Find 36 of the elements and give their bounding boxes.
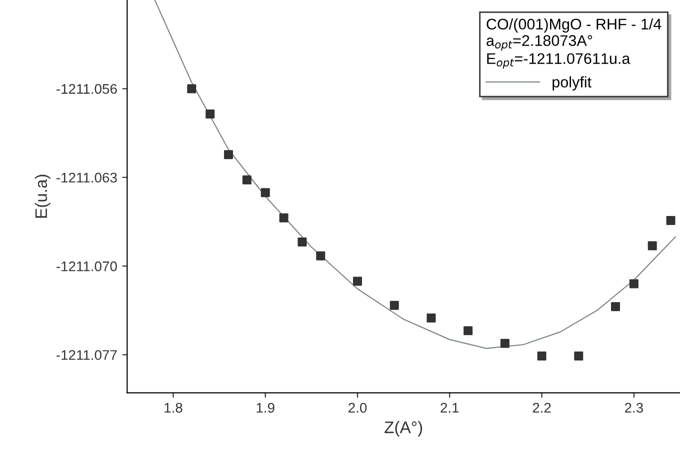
point (242, 175, 252, 184)
x-tick-label: 1.9 (256, 402, 274, 413)
y-tick-label: -1211.070 (56, 261, 117, 272)
y-axis-title: E(u.a) (34, 174, 50, 218)
point (353, 276, 362, 286)
y-tick-label: -1211.063 (56, 172, 117, 183)
point (611, 302, 620, 312)
point (537, 352, 546, 361)
point (224, 150, 234, 160)
point (206, 110, 215, 119)
point (464, 326, 473, 336)
point (629, 279, 638, 288)
point (574, 352, 584, 361)
annotation: a$_{opt}$=2.18073A° (486, 35, 592, 51)
point (260, 188, 270, 198)
annotation: E$_{opt}$=-1211.07611u.a (487, 53, 630, 69)
x-tick-label: 2.3 (624, 402, 643, 413)
x-tick-label: 2.0 (348, 402, 367, 413)
point (187, 84, 196, 94)
line-series (154, 0, 676, 349)
point (500, 338, 510, 348)
y-tick-label: -1211.077 (56, 350, 117, 360)
point (316, 251, 326, 260)
x-axis-title: Z(A°) (384, 420, 422, 437)
x-tick-label: 2.2 (532, 402, 551, 413)
point (390, 300, 399, 310)
point (666, 216, 676, 225)
point (648, 241, 657, 250)
y-tick-label: -1211.056 (56, 84, 117, 94)
point (298, 238, 307, 246)
legend-title: CO/(001)MgO - RHF - 1/4 (486, 18, 662, 33)
point (426, 314, 436, 323)
x-tick-label: 1.8 (164, 402, 182, 413)
legend-label: polyfit (552, 76, 592, 90)
point (279, 213, 288, 222)
x-tick-label: 2.1 (440, 402, 459, 413)
